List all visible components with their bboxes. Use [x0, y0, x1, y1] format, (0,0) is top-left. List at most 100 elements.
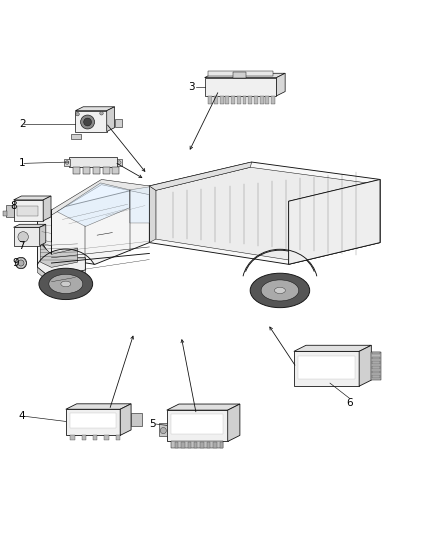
Bar: [93, 435, 97, 440]
Polygon shape: [130, 187, 149, 223]
Polygon shape: [14, 196, 51, 200]
Polygon shape: [228, 404, 240, 441]
Polygon shape: [51, 180, 149, 215]
Bar: [220, 442, 223, 448]
Polygon shape: [167, 404, 240, 410]
Circle shape: [15, 257, 27, 269]
Polygon shape: [75, 111, 107, 132]
Polygon shape: [40, 224, 46, 246]
Polygon shape: [149, 186, 156, 243]
Polygon shape: [41, 239, 51, 246]
Bar: [219, 96, 223, 104]
Bar: [187, 442, 191, 448]
Ellipse shape: [61, 281, 71, 287]
Circle shape: [326, 365, 333, 372]
Bar: [372, 375, 380, 378]
Bar: [372, 361, 380, 364]
Bar: [372, 370, 380, 373]
Polygon shape: [38, 236, 85, 279]
Bar: [214, 96, 218, 104]
Polygon shape: [167, 410, 228, 441]
Text: 2: 2: [19, 119, 25, 129]
Ellipse shape: [275, 287, 286, 294]
Ellipse shape: [39, 268, 93, 300]
Bar: [117, 159, 122, 166]
Bar: [81, 435, 86, 440]
Bar: [71, 134, 81, 140]
Polygon shape: [205, 73, 285, 78]
Polygon shape: [107, 107, 115, 132]
Circle shape: [100, 111, 103, 115]
Bar: [70, 435, 74, 440]
Polygon shape: [14, 200, 43, 221]
Polygon shape: [120, 404, 131, 435]
Text: 1: 1: [19, 158, 25, 168]
Text: 8: 8: [10, 201, 17, 212]
Polygon shape: [156, 167, 374, 260]
Polygon shape: [43, 196, 51, 221]
Ellipse shape: [261, 280, 299, 301]
Bar: [260, 96, 264, 104]
Bar: [371, 352, 381, 380]
Circle shape: [65, 161, 69, 164]
Ellipse shape: [250, 273, 310, 308]
Bar: [213, 442, 217, 448]
Polygon shape: [359, 345, 371, 386]
Polygon shape: [289, 180, 380, 264]
Bar: [208, 71, 273, 76]
Ellipse shape: [49, 274, 83, 294]
Bar: [194, 442, 198, 448]
Bar: [181, 442, 184, 448]
Bar: [17, 206, 38, 215]
Bar: [116, 435, 120, 440]
Bar: [207, 442, 210, 448]
Bar: [372, 357, 380, 359]
Text: 5: 5: [149, 419, 156, 429]
Polygon shape: [75, 107, 115, 111]
Circle shape: [117, 161, 121, 164]
Bar: [243, 96, 247, 104]
Text: 7: 7: [18, 240, 25, 251]
Circle shape: [18, 232, 28, 242]
Bar: [248, 96, 252, 104]
Text: 3: 3: [187, 82, 194, 92]
Polygon shape: [294, 345, 371, 351]
Circle shape: [18, 260, 24, 266]
Polygon shape: [14, 228, 40, 246]
Bar: [115, 118, 121, 127]
Polygon shape: [38, 210, 51, 258]
Circle shape: [76, 112, 79, 116]
Bar: [254, 96, 258, 104]
Text: 4: 4: [19, 411, 25, 421]
Bar: [171, 441, 223, 448]
Polygon shape: [294, 351, 359, 386]
Bar: [271, 96, 275, 104]
Polygon shape: [66, 404, 131, 409]
Bar: [231, 96, 235, 104]
Text: 6: 6: [346, 398, 353, 408]
Bar: [70, 413, 116, 427]
Bar: [3, 211, 7, 216]
Bar: [171, 415, 223, 434]
Bar: [233, 72, 246, 78]
Bar: [93, 167, 100, 174]
Polygon shape: [276, 73, 285, 96]
Circle shape: [84, 118, 92, 126]
Bar: [51, 278, 75, 282]
Circle shape: [81, 115, 95, 129]
Bar: [104, 435, 109, 440]
Bar: [113, 167, 119, 174]
Polygon shape: [149, 162, 252, 190]
Bar: [372, 352, 380, 354]
Bar: [159, 423, 167, 436]
Polygon shape: [289, 180, 380, 264]
Bar: [175, 442, 178, 448]
Bar: [208, 96, 212, 104]
Bar: [298, 356, 355, 379]
Polygon shape: [205, 78, 276, 96]
Polygon shape: [38, 268, 85, 284]
Polygon shape: [57, 183, 130, 227]
Polygon shape: [14, 224, 46, 228]
Polygon shape: [66, 409, 120, 435]
Bar: [225, 96, 229, 104]
